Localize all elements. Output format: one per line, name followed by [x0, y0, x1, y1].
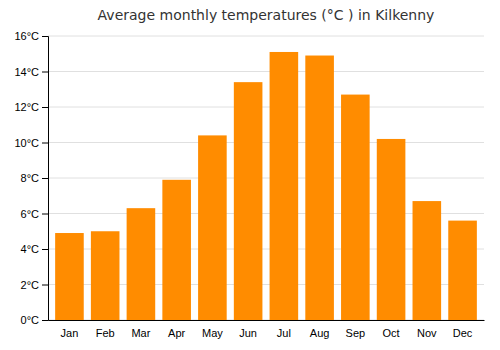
y-tick-mark: [42, 72, 48, 73]
x-tick-label: Sep: [346, 327, 366, 339]
y-tick: 12°C: [14, 101, 48, 113]
y-axis: 0°C 2°C 4°C 6°C 8°C 10°C 12°C 14°C 16°C: [14, 30, 48, 326]
x-tick-label: Dec: [453, 327, 473, 339]
grid-line: [48, 107, 484, 108]
x-tick: Feb: [96, 327, 115, 339]
x-tick-label: Jun: [239, 327, 257, 339]
grid-line: [48, 36, 484, 37]
bar: [270, 52, 299, 320]
bar: [341, 95, 370, 320]
y-tick-label: 14°C: [14, 66, 39, 78]
bar: [162, 180, 191, 320]
y-tick: 16°C: [14, 30, 48, 42]
y-tick-mark: [42, 285, 48, 286]
grid-line: [48, 71, 484, 72]
x-tick-label: May: [202, 327, 223, 339]
y-tick-mark: [42, 178, 48, 179]
y-tick: 0°C: [21, 314, 48, 326]
x-tick: Sep: [346, 327, 366, 339]
grid-line: [48, 142, 484, 143]
bar: [234, 82, 263, 320]
x-axis-line: [49, 320, 485, 321]
y-tick-label: 4°C: [21, 243, 40, 255]
x-tick-label: Nov: [417, 327, 437, 339]
x-tick: Jan: [61, 327, 79, 339]
y-axis-line: [42, 37, 49, 321]
x-tick-label: Jan: [61, 327, 79, 339]
y-tick: 14°C: [14, 66, 48, 78]
x-tick: Oct: [383, 327, 400, 339]
y-tick-mark: [42, 143, 48, 144]
y-tick-mark: [42, 107, 48, 108]
y-tick: 10°C: [14, 137, 48, 149]
title: Average monthly temperatures (°C ) in Ki…: [98, 7, 435, 23]
y-tick-label: 10°C: [14, 137, 39, 149]
bar: [127, 208, 156, 320]
x-tick-label: Apr: [168, 327, 185, 339]
bar: [91, 231, 120, 320]
y-tick-mark: [42, 320, 48, 321]
y-tick: 4°C: [21, 243, 48, 255]
x-tick: Aug: [310, 327, 330, 339]
y-tick: 8°C: [21, 172, 48, 184]
y-tick-label: 6°C: [21, 208, 40, 220]
y-tick-mark: [42, 214, 48, 215]
bar: [305, 56, 334, 320]
x-tick: Jun: [239, 327, 257, 339]
y-tick-label: 0°C: [21, 314, 40, 326]
x-tick-label: Aug: [310, 327, 330, 339]
grid: [48, 36, 484, 320]
y-tick-label: 8°C: [21, 172, 40, 184]
bar: [448, 221, 477, 320]
x-tick-label: Oct: [383, 327, 400, 339]
y-tick: 6°C: [21, 208, 48, 220]
x-axis: Jan Feb Mar Apr May Jun Jul Aug Sep Oct Nov Dec: [49, 321, 485, 339]
x-tick-label: Mar: [131, 327, 150, 339]
y-tick-label: 16°C: [14, 30, 39, 42]
y-tick-mark: [42, 36, 48, 37]
bar: [413, 201, 442, 320]
x-tick: May: [202, 327, 223, 339]
y-tick: 2°C: [21, 279, 48, 291]
y-tick-mark: [42, 249, 48, 250]
bar: [377, 139, 406, 320]
y-tick-label: 12°C: [14, 101, 39, 113]
bars: [55, 52, 477, 320]
x-tick: Mar: [131, 327, 150, 339]
bar: [198, 135, 227, 320]
y-tick-label: 2°C: [21, 279, 40, 291]
x-tick-label: Feb: [96, 327, 115, 339]
x-tick: Dec: [453, 327, 473, 339]
x-tick: Apr: [168, 327, 185, 339]
chart: Jan Feb Mar Apr May Jun Jul Aug Sep Oct Nov Dec 0°C 2…: [0, 0, 500, 350]
x-tick: Nov: [417, 327, 437, 339]
x-tick-label: Jul: [277, 327, 291, 339]
grid-line: [48, 178, 484, 179]
x-tick: Jul: [277, 327, 291, 339]
bar: [55, 233, 84, 320]
